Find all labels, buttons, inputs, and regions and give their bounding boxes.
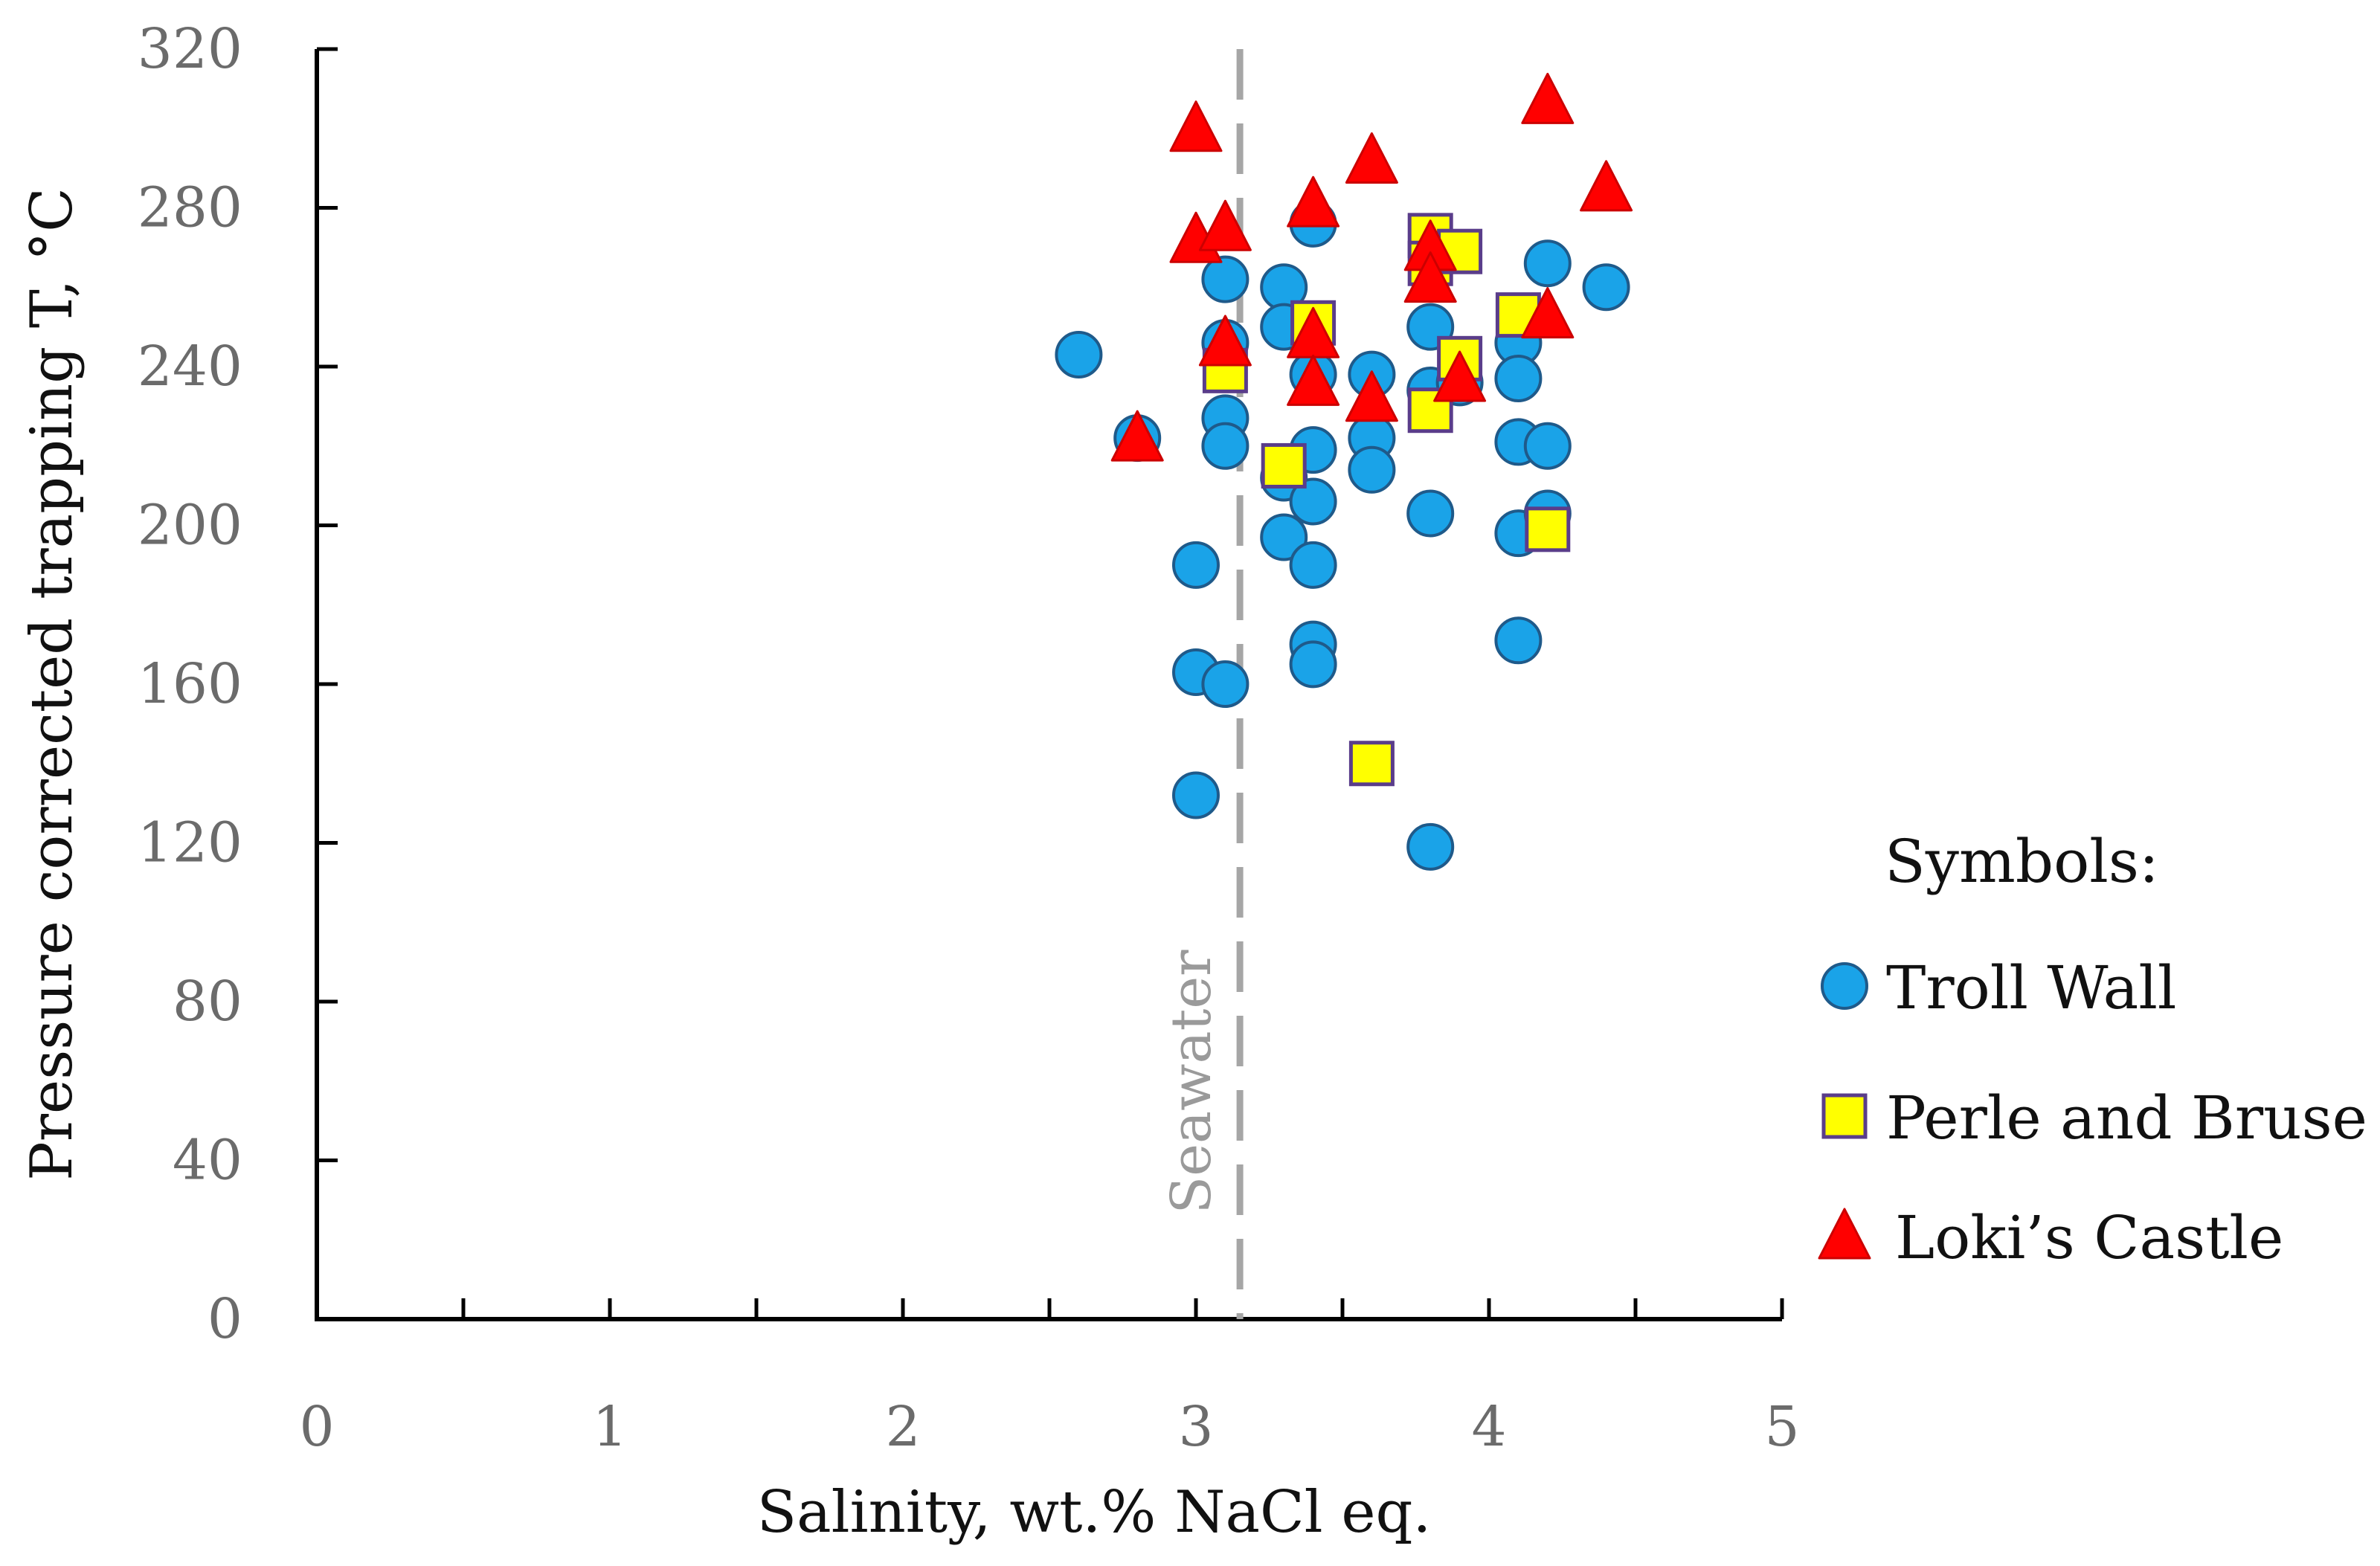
circle-point (1406, 489, 1455, 538)
x-tick-label: 5 (1764, 1395, 1799, 1459)
circle-point (1055, 330, 1103, 378)
axes: 0 40 80 120 160 200 240 280 320 0 1 2 3 4 5 Salinity, w… (19, 17, 1800, 1546)
y-tick-label: 40 (173, 1129, 242, 1193)
triangle-point (1403, 251, 1457, 303)
triangle-point (1521, 287, 1575, 339)
x-tick-label: 3 (1178, 1395, 1213, 1459)
triangle-point (1110, 410, 1164, 462)
circle-point (1172, 771, 1220, 819)
triangle-point (1287, 175, 1340, 228)
legend-triangle-icon (1818, 1208, 1871, 1260)
series-loki-s-castle (1110, 72, 1633, 462)
triangle-point (1287, 354, 1340, 406)
circle-point (1494, 616, 1543, 665)
legend-label-perle-and-bruse: Perle and Bruse (1886, 1083, 2367, 1153)
triangle-point (1169, 100, 1223, 152)
legend-square-icon (1821, 1093, 1868, 1139)
triangle-point (1433, 350, 1487, 402)
x-tick-label: 2 (885, 1395, 920, 1459)
x-tick-label: 4 (1471, 1395, 1506, 1459)
legend: Symbols: Troll Wall Perle and Bruse Loki’s … (1818, 827, 2367, 1272)
y-tick-label: 280 (138, 176, 242, 240)
legend-label-loki-s-castle: Loki’s Castle (1895, 1203, 2283, 1272)
circle-point (1289, 541, 1337, 589)
y-tick-label: 80 (173, 970, 242, 1034)
x-axis-title: Salinity, wt.% NaCl eq. (757, 1479, 1432, 1546)
triangle-point (1345, 132, 1398, 184)
y-tick-label: 240 (138, 335, 242, 399)
x-tick-label: 1 (592, 1395, 627, 1459)
data-points (1055, 72, 1633, 871)
circle-point (1201, 422, 1250, 470)
y-tick-label: 160 (138, 652, 242, 716)
circle-point (1582, 263, 1630, 312)
y-tick-label: 200 (138, 494, 242, 558)
circle-point (1523, 239, 1572, 288)
triangle-point (1521, 72, 1575, 124)
triangle-point (1345, 370, 1398, 422)
circle-point (1494, 355, 1543, 403)
y-axis-title: Pressure corrected trapping T, °C (19, 187, 86, 1180)
square-point (1348, 741, 1395, 787)
series-perle-and-bruse (1202, 213, 1571, 787)
circle-point (1348, 445, 1396, 494)
circle-point (1289, 477, 1337, 526)
legend-title: Symbols: (1885, 827, 2159, 896)
square-point (1525, 506, 1571, 552)
circle-point (1201, 660, 1250, 708)
triangle-point (1198, 315, 1252, 367)
y-tick-label: 0 (208, 1287, 242, 1351)
circle-point (1172, 541, 1220, 589)
circle-point (1289, 640, 1337, 689)
square-point (1261, 442, 1307, 489)
circle-point (1406, 822, 1455, 871)
x-tick-label: 0 (299, 1395, 334, 1459)
seawater-label: Seawater (1160, 950, 1223, 1214)
triangle-point (1580, 160, 1633, 212)
circle-point (1523, 422, 1572, 470)
circle-point (1201, 255, 1250, 303)
y-tick-label: 320 (138, 17, 242, 81)
y-tick-label: 120 (138, 811, 242, 875)
triangle-point (1198, 199, 1252, 251)
legend-label-troll-wall: Troll Wall (1886, 953, 2177, 1022)
circle-point (1260, 513, 1308, 561)
legend-circle-icon (1821, 962, 1868, 1010)
